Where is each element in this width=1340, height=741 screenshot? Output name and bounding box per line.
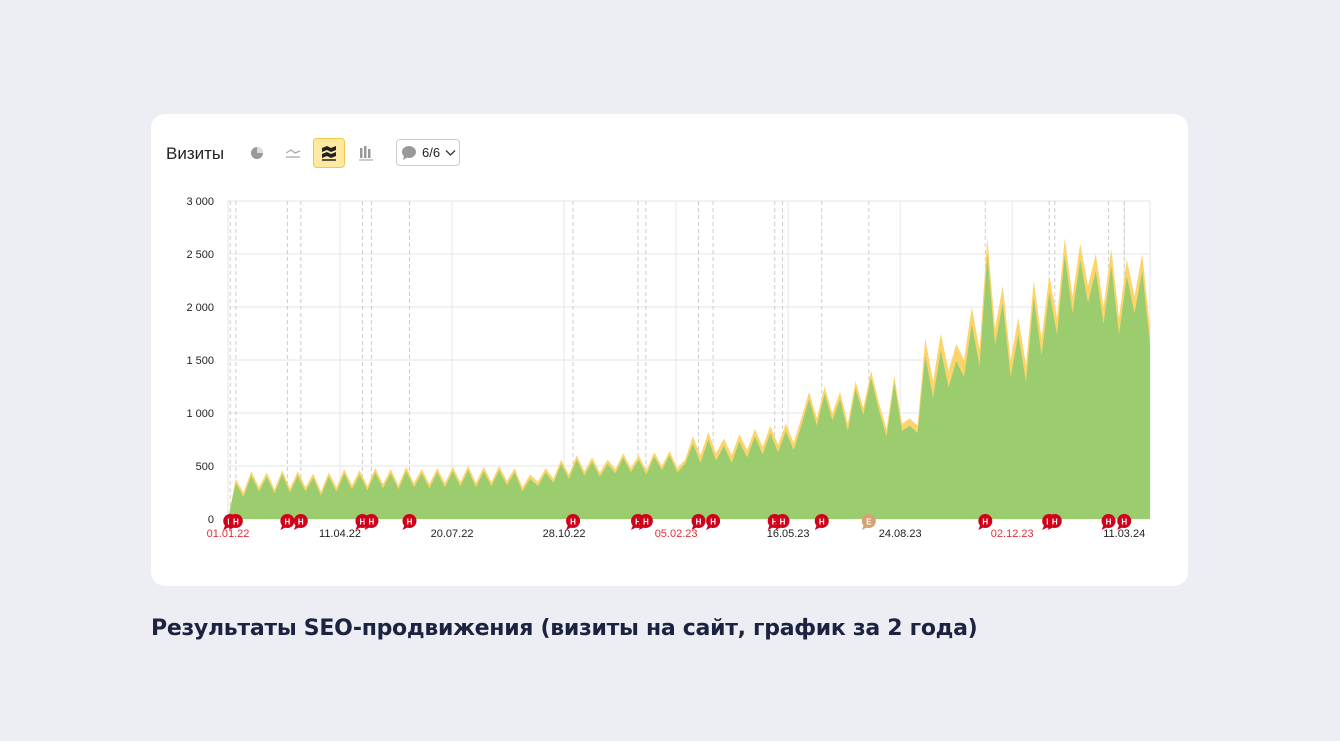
annotation-marker-label: Н <box>407 518 413 527</box>
annotation-marker-label: Н <box>710 518 716 527</box>
annotation-marker-label: Н <box>284 518 290 527</box>
annotation-marker-label: Н <box>819 518 825 527</box>
annotation-marker[interactable] <box>1101 514 1116 528</box>
annotation-marker[interactable] <box>638 514 653 528</box>
annotation-marker-label: Н <box>982 518 988 527</box>
annotation-marker[interactable] <box>364 514 379 528</box>
bar-icon <box>359 146 373 161</box>
annotation-marker-label: Н <box>570 518 576 527</box>
annotation-marker[interactable] <box>293 514 308 528</box>
annotation-marker-label: Н <box>1052 518 1058 527</box>
y-tick-label: 3 000 <box>186 196 214 208</box>
x-tick-label: 20.07.22 <box>431 528 474 540</box>
annotation-marker[interactable] <box>814 514 829 528</box>
annotation-marker[interactable] <box>1047 514 1062 528</box>
annotation-marker[interactable] <box>228 514 243 528</box>
y-tick-label: 1 500 <box>186 355 214 367</box>
annotation-marker-label: Н <box>780 518 786 527</box>
x-tick-label: 11.03.24 <box>1103 528 1145 540</box>
pie-icon <box>251 147 263 159</box>
annotation-marker[interactable] <box>775 514 790 528</box>
visits-chart: 0 500 1 000 1 500 2 000 2 500 3 000 01.01.22 11.… <box>186 196 1151 540</box>
annotation-marker-label: Н <box>635 518 641 527</box>
y-tick-label: 500 <box>196 461 214 473</box>
series-green-area <box>228 255 1150 519</box>
comment-icon <box>402 145 416 160</box>
annotation-marker-label: Е <box>866 518 872 527</box>
annotations-dropdown[interactable]: 6/6 <box>396 139 460 166</box>
chevron-down-icon <box>445 149 456 156</box>
x-tick-label: 28.10.22 <box>543 528 586 540</box>
annotations-count: 6/6 <box>422 145 441 160</box>
annotation-marker[interactable] <box>402 514 417 528</box>
annotation-marker-label: Н <box>772 518 778 527</box>
annotation-marker[interactable] <box>978 514 993 528</box>
x-tick-label: 01.01.22 <box>207 528 250 540</box>
annotation-marker-tail <box>1042 525 1049 530</box>
y-tick-label: 2 000 <box>186 302 214 314</box>
visits-widget: Визиты 6/6 0 500 1 000 1 500 2 000 2 500 3 000… <box>151 114 1188 586</box>
stacked-area-button[interactable] <box>313 138 345 168</box>
x-tick-label: 11.04.22 <box>319 528 361 540</box>
annotation-marker[interactable] <box>691 514 706 528</box>
annotation-marker-label: Н <box>643 518 649 527</box>
widget-title: Визиты <box>166 144 225 163</box>
bar-chart-button[interactable] <box>350 138 382 168</box>
annotation-marker-label: Н <box>696 518 702 527</box>
x-tick-label: 02.12.23 <box>991 528 1034 540</box>
annotation-marker-label: Н <box>369 518 375 527</box>
annotation-marker-label: Н <box>298 518 304 527</box>
x-tick-label: 24.08.23 <box>879 528 922 540</box>
annotation-marker-label: Н <box>360 518 366 527</box>
y-tick-label: 1 000 <box>186 408 214 420</box>
x-tick-label: 05.02.23 <box>655 528 698 540</box>
annotation-marker[interactable] <box>1117 514 1132 528</box>
pie-chart-button[interactable] <box>241 138 273 168</box>
annotation-marker-tail <box>364 525 371 530</box>
annotation-marker-label: Н <box>1106 518 1112 527</box>
annotation-marker[interactable] <box>566 514 581 528</box>
annotation-marker-label: Н <box>233 518 239 527</box>
x-tick-label: 16.05.23 <box>767 528 810 540</box>
stacked-area-icon <box>322 146 336 161</box>
line-chart-button[interactable] <box>277 138 309 168</box>
annotation-marker[interactable] <box>706 514 721 528</box>
y-tick-label: 2 500 <box>186 249 214 261</box>
annotation-marker[interactable] <box>280 514 295 528</box>
line-icon <box>285 149 301 158</box>
annotation-marker-label: Н <box>1121 518 1127 527</box>
annotation-marker[interactable] <box>861 514 876 528</box>
annotation-marker-tail <box>293 525 300 530</box>
y-tick-label: 0 <box>208 514 214 526</box>
caption: Результаты SEO-продвижения (визиты на са… <box>151 616 978 641</box>
